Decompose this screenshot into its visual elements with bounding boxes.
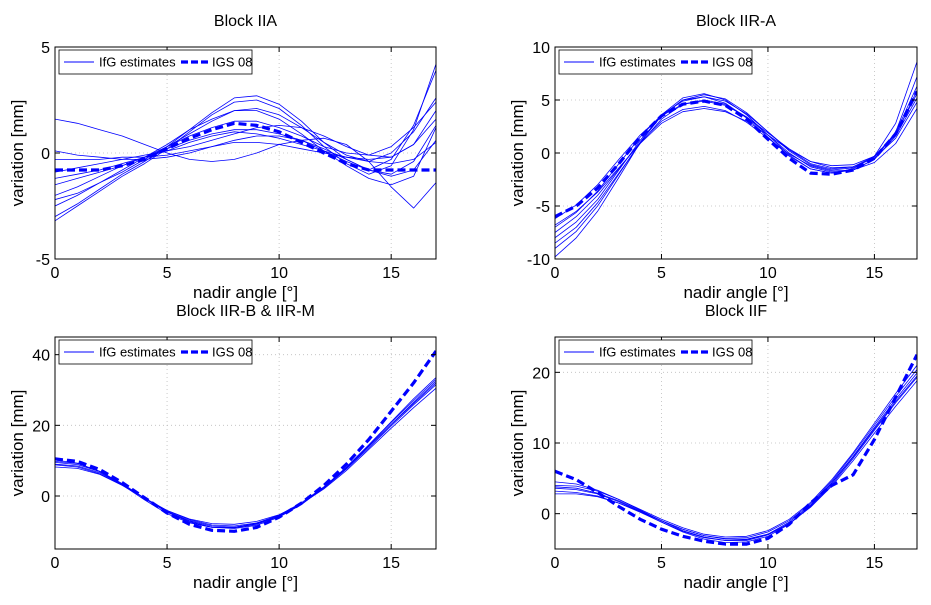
legend: IfG estimates IGS 08 xyxy=(58,49,252,75)
y-tick-label: 0 xyxy=(541,507,550,524)
y-tick-label: 20 xyxy=(32,418,50,435)
y-tick-label: -5 xyxy=(536,199,550,216)
series-line-ifg-5 xyxy=(55,118,436,209)
y-tick-label: -10 xyxy=(527,252,550,269)
x-tick-label: 15 xyxy=(382,555,400,572)
series-line-igs08 xyxy=(555,90,917,219)
series-line-ifg-8 xyxy=(555,90,917,226)
series-line-ifg-4 xyxy=(555,377,917,541)
chart-title: Block IIR-B & IIR-M xyxy=(176,303,315,320)
x-tick-label: 0 xyxy=(51,265,60,282)
y-axis-label: variation [mm] xyxy=(8,390,27,497)
legend: IfG estimates IGS 08 xyxy=(58,339,252,365)
legend: IfG estimates IGS 08 xyxy=(558,49,752,75)
legend-label: IfG estimates xyxy=(99,345,176,360)
series-line-ifg-3 xyxy=(555,86,917,239)
series-line-ifg-9 xyxy=(55,135,436,177)
series-line-ifg-6 xyxy=(555,375,917,543)
x-tick-label: 0 xyxy=(51,555,60,572)
y-tick-label: 40 xyxy=(32,348,50,365)
x-tick-label: 5 xyxy=(163,555,172,572)
y-axis-label: variation [mm] xyxy=(508,100,527,207)
series-line-ifg-6 xyxy=(55,379,436,529)
x-tick-label: 0 xyxy=(551,555,560,572)
legend-label: IfG estimates xyxy=(99,55,176,70)
series-line-ifg-1 xyxy=(55,63,436,222)
subplot-2: 0 5 10 15 -10 -5 0 5 10 Block IIR-A nadir angle [°… xyxy=(508,13,918,302)
series-line-ifg-6 xyxy=(555,97,917,244)
x-axis-label: nadir angle [°] xyxy=(683,573,788,592)
y-tick-label: 0 xyxy=(41,489,50,506)
series-line-ifg-3 xyxy=(55,384,436,527)
series-line-ifg-2 xyxy=(55,70,436,217)
x-axis-label: nadir angle [°] xyxy=(193,283,298,302)
x-tick-label: 15 xyxy=(866,265,884,282)
series-line-ifg-7 xyxy=(55,118,436,179)
legend-label: IGS 08 xyxy=(712,345,752,360)
series-line-ifg-11 xyxy=(55,110,436,173)
y-tick-label: 10 xyxy=(532,40,550,57)
y-tick-label: 10 xyxy=(532,436,550,453)
x-tick-label: 10 xyxy=(759,265,777,282)
series-group xyxy=(55,63,436,222)
x-axis-label: nadir angle [°] xyxy=(683,283,788,302)
x-tick-label: 10 xyxy=(270,555,288,572)
plot-area xyxy=(55,337,436,549)
series-group xyxy=(555,61,917,258)
series-line-igs08 xyxy=(555,353,917,546)
y-tick-label: 20 xyxy=(532,365,550,382)
y-tick-label: 5 xyxy=(541,93,550,110)
x-tick-label: 10 xyxy=(759,555,777,572)
x-axis-label: nadir angle [°] xyxy=(193,573,298,592)
series-line-ifg-5 xyxy=(555,100,917,220)
legend: IfG estimates IGS 08 xyxy=(558,339,752,365)
legend-label: IfG estimates xyxy=(599,345,676,360)
x-tick-label: 5 xyxy=(657,265,666,282)
y-axis-label: variation [mm] xyxy=(8,100,27,207)
series-line-igs08 xyxy=(55,121,436,172)
series-group xyxy=(555,353,917,546)
series-line-ifg-5 xyxy=(55,387,436,525)
chart-title: Block IIF xyxy=(705,303,767,320)
y-tick-label: 5 xyxy=(41,40,50,57)
subplot-4: 0 5 10 15 0 10 20 Block IIF nadir angle [°] varia… xyxy=(508,303,918,592)
y-tick-label: 0 xyxy=(41,146,50,163)
series-line-ifg-2 xyxy=(555,369,917,539)
series-group xyxy=(55,350,436,533)
x-tick-label: 15 xyxy=(866,555,884,572)
legend-label: IGS 08 xyxy=(212,55,252,70)
y-tick-label: 0 xyxy=(541,146,550,163)
chart-title: Block IIR-A xyxy=(696,13,776,30)
y-axis-label: variation [mm] xyxy=(508,390,527,497)
legend-label: IGS 08 xyxy=(212,345,252,360)
series-line-ifg-8 xyxy=(55,141,436,165)
x-tick-label: 5 xyxy=(657,555,666,572)
subplot-3: 0 5 10 15 0 20 40 Block IIR-B & IIR-M nadir angl… xyxy=(8,303,437,592)
axes-frame xyxy=(54,336,437,550)
series-line-ifg-3 xyxy=(55,97,436,200)
legend-label: IfG estimates xyxy=(599,55,676,70)
series-line-ifg-10 xyxy=(55,110,436,207)
x-tick-label: 5 xyxy=(163,265,172,282)
chart-title: Block IIA xyxy=(214,13,277,30)
y-tick-label: -5 xyxy=(36,252,50,269)
x-tick-label: 10 xyxy=(270,265,288,282)
plot-area xyxy=(55,47,436,259)
legend-label: IGS 08 xyxy=(712,55,752,70)
series-line-ifg-5 xyxy=(555,380,917,540)
series-line-igs08 xyxy=(55,350,436,533)
x-tick-label: 15 xyxy=(382,265,400,282)
x-tick-label: 0 xyxy=(551,265,560,282)
